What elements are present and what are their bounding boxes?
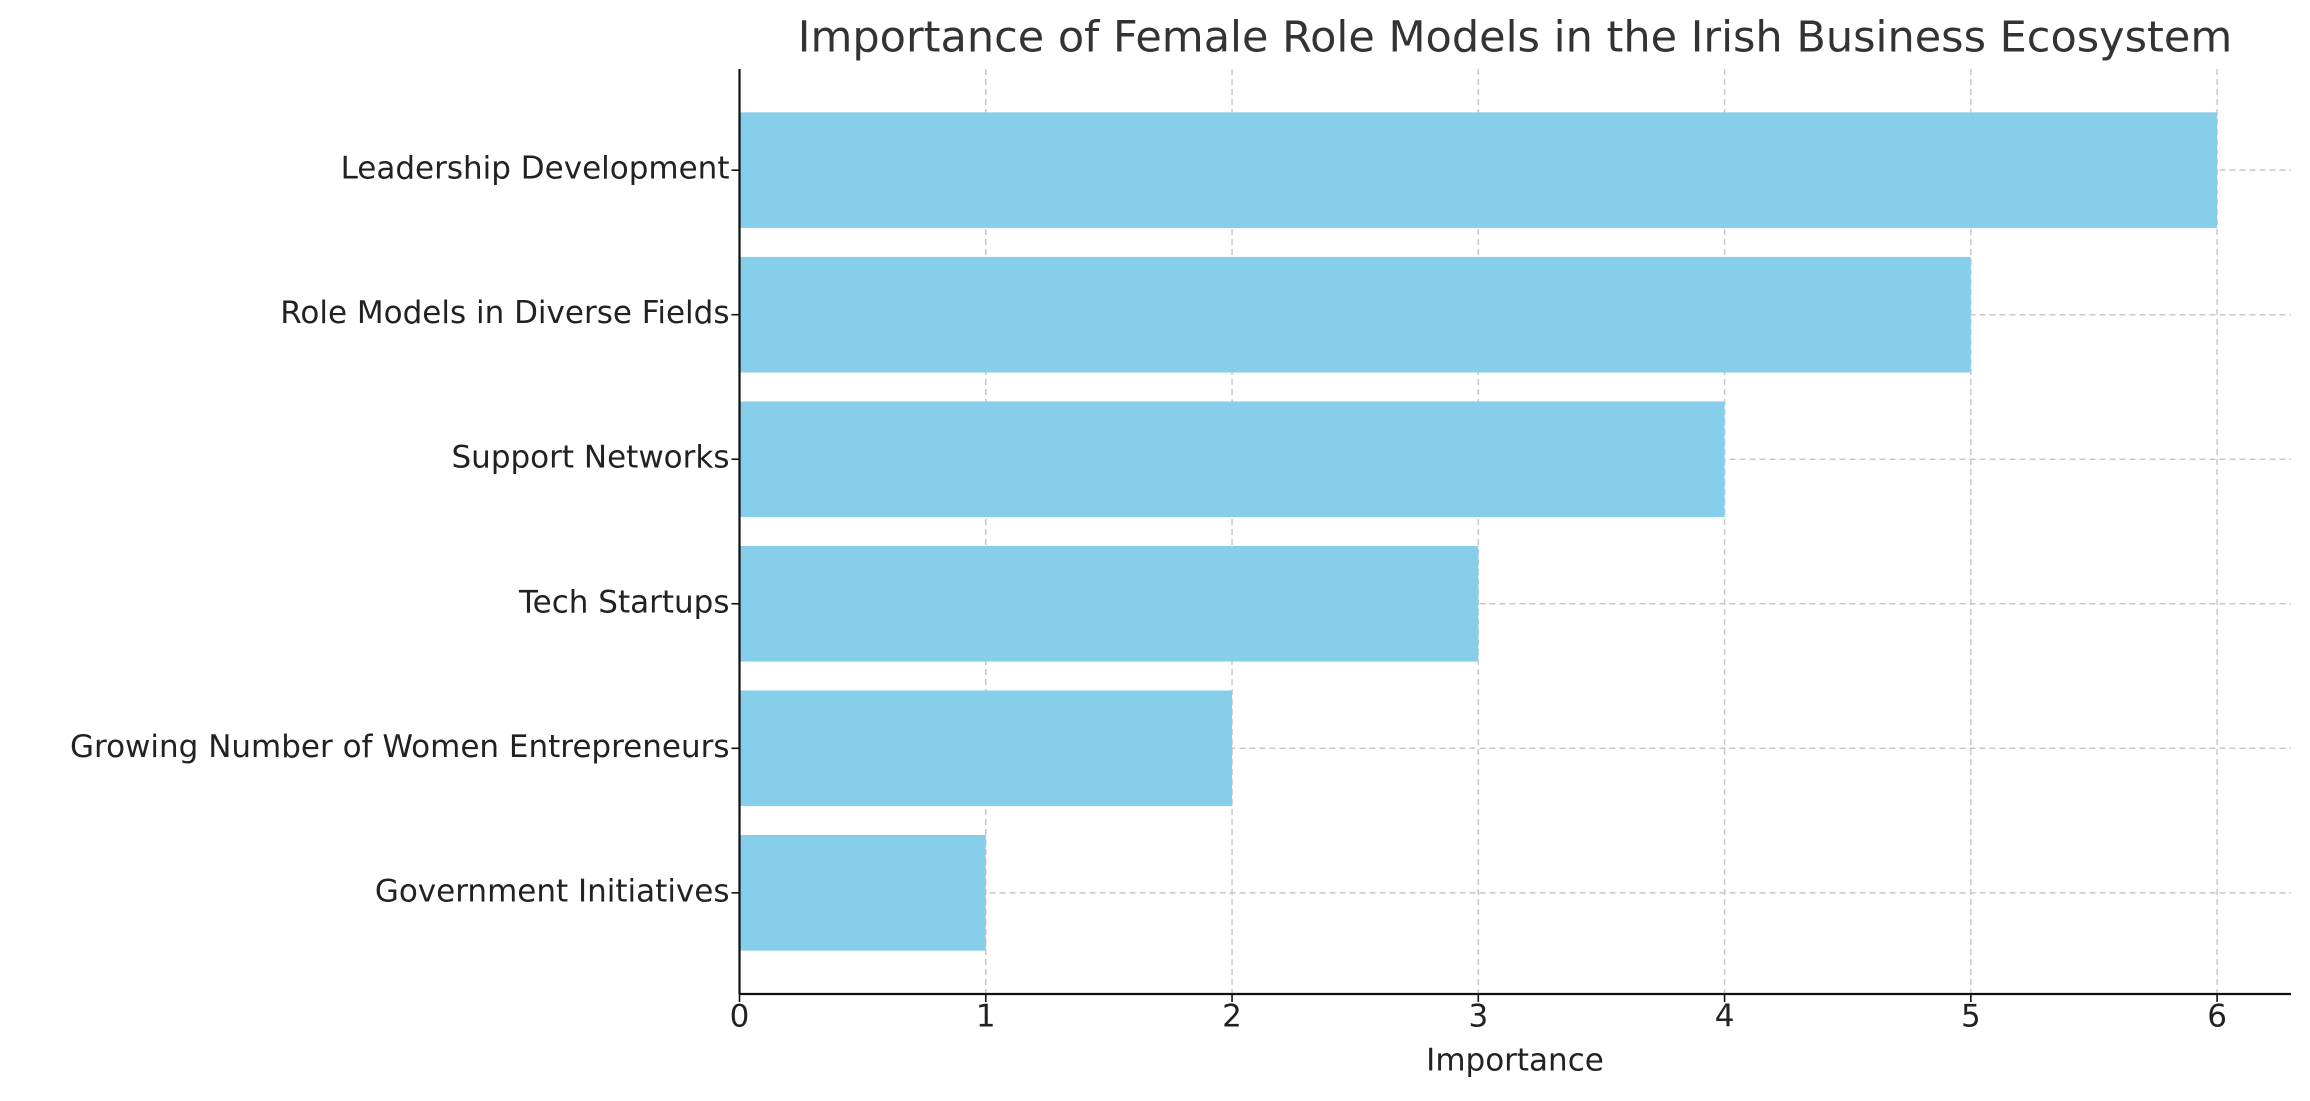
x-tick-label: 5 (1961, 999, 1981, 1035)
bar (739, 256, 1971, 373)
y-tick-label: Government Initiatives (375, 873, 730, 909)
x-tick-label: 6 (2207, 999, 2227, 1035)
x-tick-label: 4 (1715, 999, 1735, 1035)
chart-title: Importance of Female Role Models in the … (798, 13, 2232, 63)
bar (739, 835, 986, 951)
bar (739, 112, 2218, 228)
x-tick-label: 3 (1468, 999, 1488, 1035)
x-tick-label: 1 (976, 999, 996, 1035)
y-tick-label: Role Models in Diverse Fields (280, 295, 729, 331)
bar (739, 401, 1725, 518)
y-tick-label: Tech Startups (518, 584, 730, 620)
y-tick-label: Support Networks (452, 440, 730, 476)
y-tick-label: Leadership Development (341, 151, 730, 187)
x-axis-label: Importance (1426, 1043, 1604, 1079)
bar (739, 545, 1479, 662)
y-tick-label: Growing Number of Women Entrepreneurs (70, 729, 730, 765)
bar (739, 690, 1233, 807)
x-tick-label: 0 (730, 999, 750, 1035)
x-tick-label: 2 (1222, 999, 1242, 1035)
